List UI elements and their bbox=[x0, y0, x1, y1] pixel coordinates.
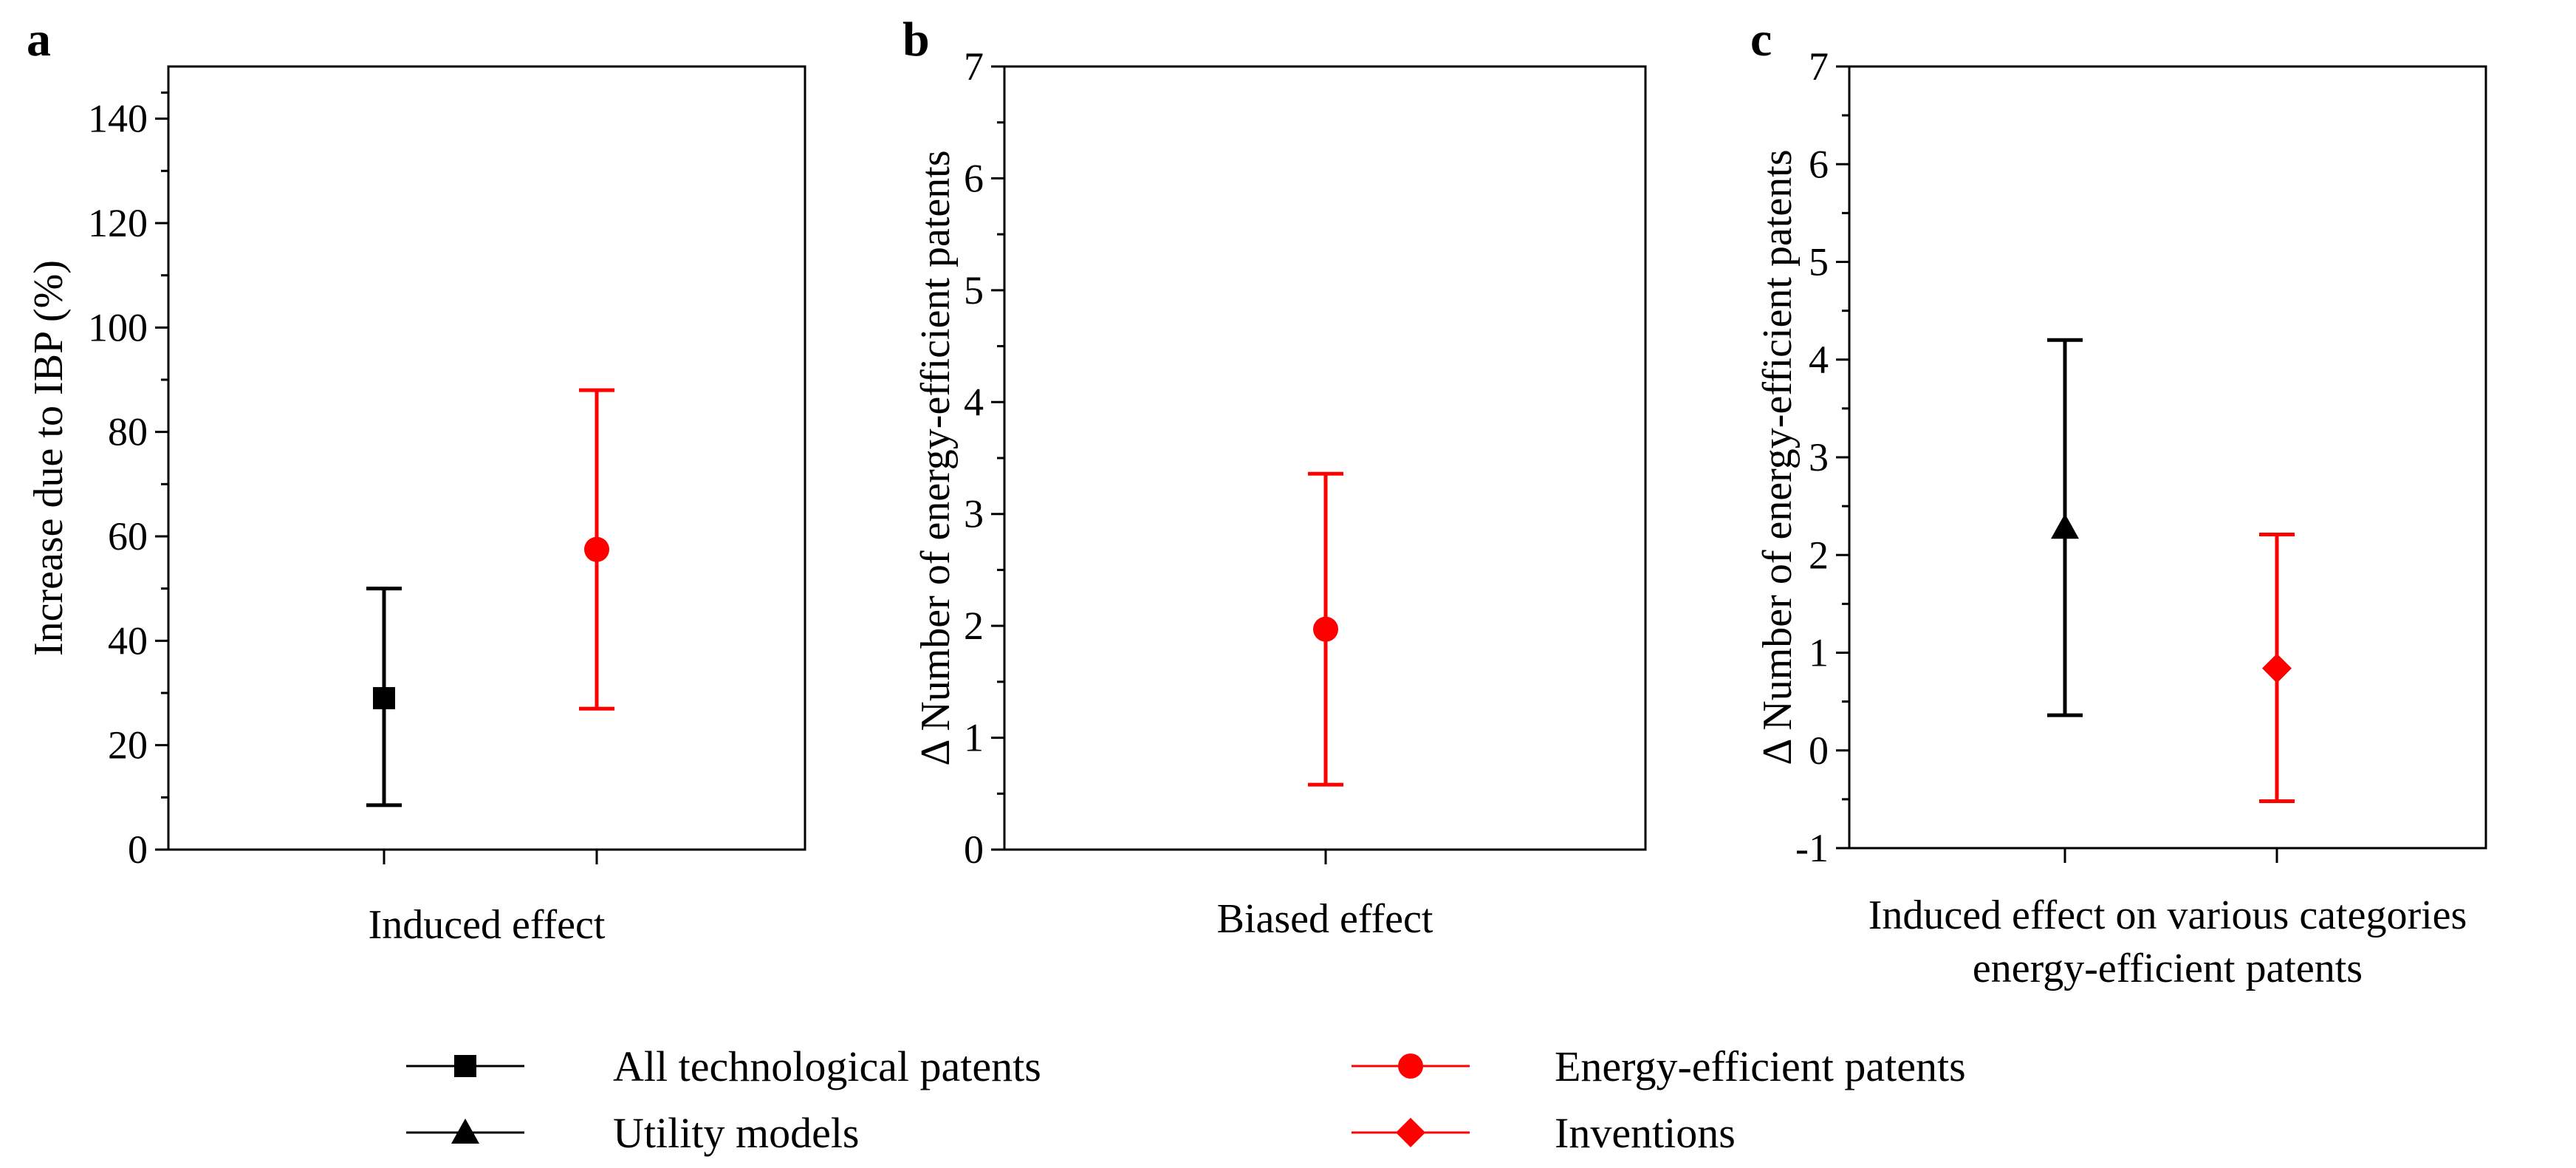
y-tick-label: 1 bbox=[1809, 631, 1829, 675]
y-tick-label: 60 bbox=[108, 514, 148, 559]
data-point bbox=[2051, 513, 2079, 539]
y-tick-label: 80 bbox=[108, 410, 148, 454]
x-axis-title: Biased effect bbox=[1217, 896, 1433, 942]
y-tick-label: 0 bbox=[128, 827, 148, 872]
y-tick-label: 20 bbox=[108, 723, 148, 768]
legend-item: All technological patents bbox=[406, 1042, 1041, 1090]
y-tick-label: 0 bbox=[964, 827, 984, 872]
y-tick-label: -1 bbox=[1795, 826, 1829, 870]
y-tick-label: 7 bbox=[964, 44, 984, 89]
y-tick-label: 4 bbox=[964, 380, 984, 424]
legend-marker bbox=[454, 1055, 476, 1077]
y-tick-label: 0 bbox=[1809, 728, 1829, 773]
data-point bbox=[2262, 653, 2292, 683]
y-tick-label: 6 bbox=[1809, 142, 1829, 186]
panel-b: 0 1 2 3 4 5 6 7 Δ Number of energy-efficient pat… bbox=[902, 13, 1647, 942]
y-tick-label: 3 bbox=[964, 492, 984, 536]
legend-label: All technological patents bbox=[613, 1042, 1041, 1090]
panel-letter: c bbox=[1750, 13, 1772, 66]
y-tick-label: 140 bbox=[88, 97, 148, 141]
legend-marker bbox=[451, 1119, 479, 1144]
panel-letter: b bbox=[902, 13, 930, 66]
y-tick-label: 7 bbox=[1809, 44, 1829, 89]
y-tick-label: 5 bbox=[964, 268, 984, 313]
series-triangle bbox=[2047, 338, 2083, 717]
y-tick-label: 4 bbox=[1809, 338, 1829, 382]
panel-c: -1 0 1 2 3 4 5 6 7 Δ Number of energy-efficient p… bbox=[1750, 13, 2487, 991]
y-tick-label: 5 bbox=[1809, 240, 1829, 284]
y-tick-label: 1 bbox=[964, 716, 984, 760]
data-point bbox=[373, 687, 395, 710]
series-circle bbox=[1308, 471, 1343, 787]
series-circle bbox=[579, 388, 614, 711]
panel-a: 0 20 40 60 80 100 120 140 Increase due to IBP (%… bbox=[26, 13, 806, 948]
y-axis-title: Increase due to IBP (%) bbox=[26, 260, 72, 656]
x-axis-title: Induced effect on various categories bbox=[1868, 892, 2467, 938]
y-axis-title: Δ Number of energy-efficient patents bbox=[913, 150, 959, 765]
y-tick-label: 2 bbox=[1809, 533, 1829, 577]
series-diamond bbox=[2259, 532, 2295, 804]
legend: All technological patents Energy-efficien… bbox=[406, 1042, 1966, 1157]
data-point bbox=[584, 536, 609, 562]
y-tick-label: 120 bbox=[88, 201, 148, 245]
legend-label: Utility models bbox=[613, 1109, 860, 1157]
y-tick-label: 6 bbox=[964, 156, 984, 200]
plot-frame bbox=[1848, 65, 2487, 850]
y-tick-label: 3 bbox=[1809, 435, 1829, 479]
y-tick-label: 100 bbox=[88, 305, 148, 349]
data-point bbox=[1313, 616, 1338, 642]
y-axis-title: Δ Number of energy-efficient patents bbox=[1755, 149, 1801, 765]
y-tick-label: 40 bbox=[108, 618, 148, 663]
legend-label: Energy-efficient patents bbox=[1555, 1042, 1966, 1090]
x-axis-title: energy-efficient patents bbox=[1973, 946, 2363, 991]
legend-label: Inventions bbox=[1555, 1109, 1736, 1157]
series-square bbox=[366, 587, 402, 807]
panel-letter: a bbox=[27, 13, 51, 66]
legend-marker bbox=[1398, 1053, 1423, 1079]
x-axis-title: Induced effect bbox=[369, 902, 606, 948]
legend-item: Utility models bbox=[406, 1109, 860, 1157]
y-tick-label: 2 bbox=[964, 604, 984, 648]
plot-frame bbox=[167, 65, 806, 851]
legend-item: Energy-efficient patents bbox=[1352, 1042, 1966, 1090]
legend-marker bbox=[1396, 1118, 1425, 1147]
legend-item: Inventions bbox=[1352, 1109, 1736, 1157]
